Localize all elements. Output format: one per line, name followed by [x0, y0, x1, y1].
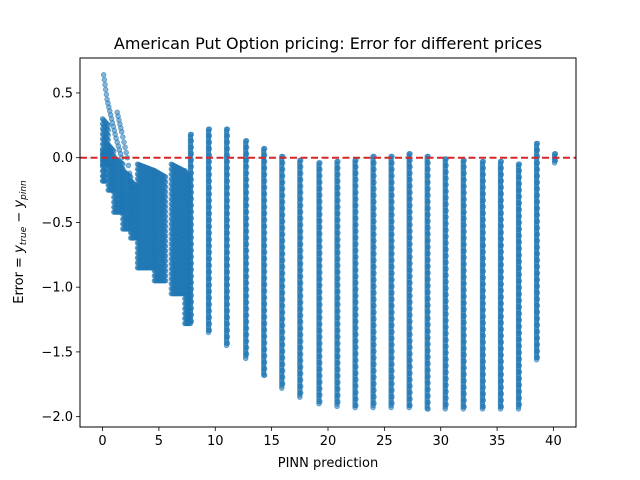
- y-tick-label: 0.0: [52, 151, 73, 166]
- data-point: [162, 189, 169, 195]
- data-point: [101, 77, 108, 83]
- data-point: [162, 199, 169, 205]
- y-tick-label: −0.5: [41, 216, 73, 231]
- data-point: [105, 122, 111, 129]
- x-tick-label: 15: [263, 434, 280, 449]
- data-point: [460, 406, 466, 412]
- data-point: [132, 218, 139, 225]
- x-tick-label: 0: [98, 434, 106, 449]
- x-tick-label: 10: [207, 434, 224, 449]
- data-point: [132, 210, 138, 216]
- x-tick-label: 30: [432, 434, 449, 449]
- x-tick-label: 5: [155, 434, 163, 449]
- y-label-y-pinn: y: [12, 200, 27, 209]
- data-point: [128, 178, 134, 184]
- data-point: [162, 243, 169, 249]
- data-point: [105, 132, 111, 138]
- data-point: [497, 406, 504, 412]
- data-point: [123, 149, 129, 156]
- chart-title: American Put Option pricing: Error for d…: [114, 34, 542, 53]
- data-point: [370, 404, 376, 411]
- y-label-sub-true: true: [19, 226, 29, 245]
- x-tick-label: 40: [545, 434, 562, 449]
- data-point: [111, 148, 117, 154]
- data-point: [134, 235, 141, 241]
- x-tick-label: 25: [376, 434, 393, 449]
- data-point: [122, 144, 128, 151]
- data-point: [162, 258, 169, 264]
- data-point: [102, 86, 109, 93]
- data-point: [425, 406, 431, 412]
- data-point: [162, 184, 169, 190]
- data-point: [162, 179, 169, 185]
- data-point: [126, 170, 133, 176]
- data-point: [162, 263, 169, 269]
- data-point: [162, 233, 169, 240]
- data-point: [406, 404, 412, 411]
- data-point: [162, 273, 169, 279]
- data-point: [120, 161, 126, 167]
- data-point: [297, 394, 303, 400]
- data-point: [131, 202, 137, 208]
- y-tick-label: −1.5: [41, 345, 73, 360]
- y-label-minus: −: [12, 208, 27, 227]
- data-point: [162, 268, 169, 274]
- data-point: [352, 404, 358, 411]
- data-point: [162, 228, 169, 235]
- y-label-prefix: Error =: [12, 253, 27, 304]
- data-point: [121, 139, 127, 145]
- data-point: [533, 356, 540, 363]
- data-point: [162, 253, 169, 259]
- data-point: [162, 223, 169, 230]
- data-point: [442, 406, 448, 412]
- data-point: [261, 372, 268, 378]
- data-point: [119, 129, 125, 135]
- data-point: [162, 277, 169, 284]
- y-tick-label: −1.0: [41, 281, 73, 296]
- data-point: [334, 403, 340, 409]
- data-point: [133, 226, 140, 233]
- y-tick-label: −2.0: [41, 410, 73, 425]
- data-point: [162, 208, 169, 215]
- data-point: [100, 72, 107, 78]
- data-point: [103, 91, 110, 98]
- data-point: [187, 320, 194, 327]
- data-point: [551, 160, 558, 166]
- scatter-points: [99, 72, 559, 412]
- data-point: [479, 406, 486, 412]
- data-point: [162, 238, 169, 244]
- data-point: [130, 193, 136, 200]
- data-point: [243, 355, 249, 362]
- data-point: [162, 204, 169, 210]
- x-tick-label: 35: [489, 434, 506, 449]
- data-point: [162, 194, 169, 200]
- data-point: [316, 400, 322, 407]
- data-point: [162, 248, 169, 254]
- data-point: [388, 404, 394, 411]
- data-point: [105, 137, 111, 143]
- x-axis-label: PINN prediction: [278, 456, 378, 471]
- data-point: [125, 162, 132, 169]
- data-point: [162, 174, 169, 180]
- y-label-y-true: y: [12, 245, 27, 254]
- y-tick-label: 0.5: [52, 86, 73, 101]
- data-point: [205, 329, 212, 336]
- data-point: [129, 186, 135, 192]
- data-point: [279, 385, 285, 391]
- data-point: [102, 81, 108, 88]
- data-point: [105, 127, 111, 133]
- data-point: [120, 134, 126, 140]
- y-label-sub-pinn: pinn: [19, 180, 29, 201]
- data-point: [162, 213, 169, 220]
- data-point: [515, 406, 522, 412]
- x-tick-label: 20: [320, 434, 337, 449]
- data-point: [223, 342, 230, 349]
- data-point: [162, 218, 169, 225]
